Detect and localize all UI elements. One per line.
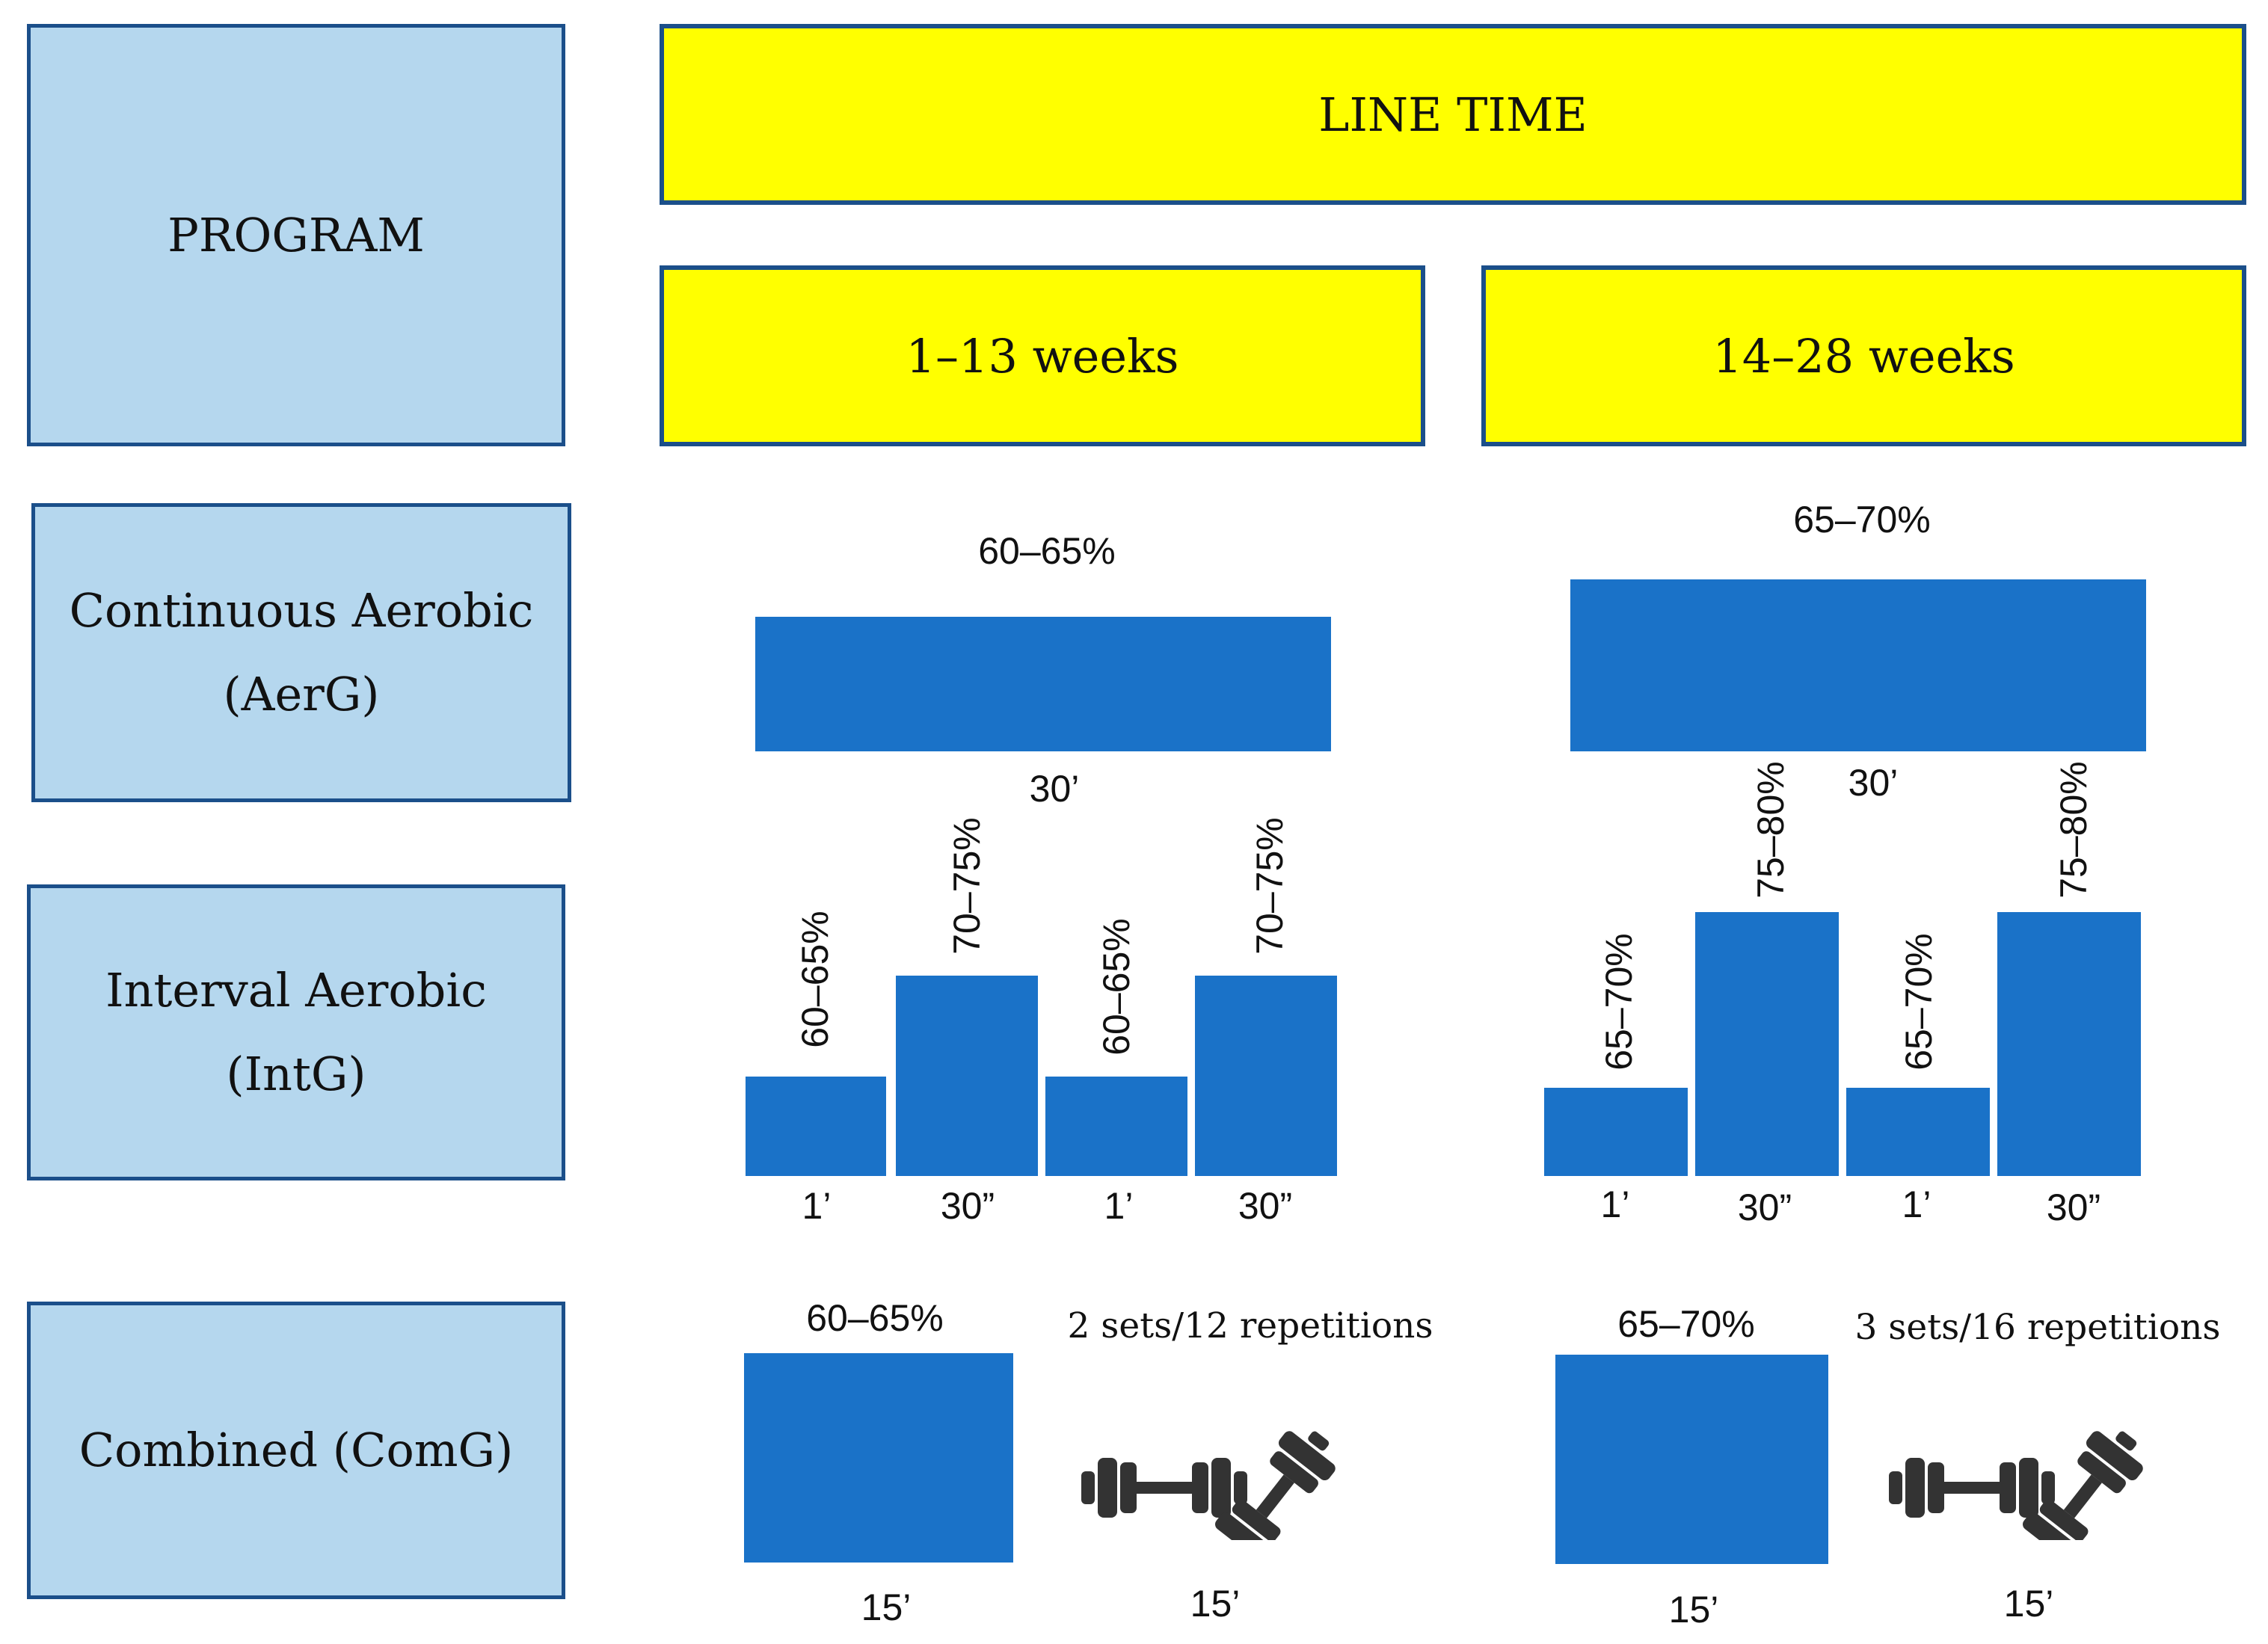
interval-p1-high-duration-1: 30” — [940, 1185, 995, 1227]
dumbbell-icon — [1081, 1431, 1336, 1540]
interval-p1-high-bar-1 — [896, 976, 1038, 1176]
interval-p2-high-bar-1 — [1695, 912, 1839, 1176]
combined-label: Combined (ComG) — [79, 1423, 514, 1478]
line-time-label: LINE TIME — [1318, 87, 1588, 142]
combined-p1-strength-duration: 15’ — [1190, 1583, 1241, 1625]
interval-p1-high-intensity-2: 70–75% — [1249, 817, 1291, 955]
combined-p1-aerobic-duration: 15’ — [861, 1586, 912, 1628]
continuous-p2-intensity: 65–70% — [1793, 499, 1931, 541]
interval-p2-high-intensity-1: 75–80% — [1750, 761, 1792, 899]
interval-p1-high-intensity-1: 70–75% — [946, 817, 988, 955]
combined-p2-strength-duration: 15’ — [2003, 1583, 2054, 1625]
period1-label: 1–13 weeks — [906, 328, 1179, 384]
interval-p1-high-duration-2: 30” — [1238, 1185, 1293, 1227]
interval-p2-high-intensity-2: 75–80% — [2053, 761, 2095, 899]
continuous-p1-duration: 30’ — [1029, 768, 1080, 810]
interval-p2-high-bar-2 — [1997, 912, 2141, 1176]
continuous-label-line2: (AerG) — [223, 667, 380, 721]
row-label-interval: Interval Aerobic (IntG) — [27, 884, 565, 1180]
combined-p2-intensity: 65–70% — [1617, 1303, 1755, 1345]
interval-p1-low-duration-2: 1’ — [1104, 1185, 1134, 1227]
period2-header: 14–28 weeks — [1481, 265, 2246, 446]
combined-p2-aerobic-duration: 15’ — [1668, 1589, 1719, 1631]
combined-p2-strength: 3 sets/16 repetitions — [1854, 1307, 2221, 1348]
interval-p2-high-duration-1: 30” — [1737, 1186, 1792, 1228]
period2-label: 14–28 weeks — [1712, 328, 2015, 384]
row-label-combined: Combined (ComG) — [27, 1302, 565, 1599]
row-label-continuous: Continuous Aerobic (AerG) — [31, 503, 571, 802]
interval-p1-low-intensity-1: 60–65% — [794, 911, 836, 1048]
continuous-label-line1: Continuous Aerobic — [69, 583, 534, 638]
combined-p1-bar — [744, 1353, 1013, 1563]
line-time-header: LINE TIME — [660, 24, 2246, 205]
interval-p2-low-intensity-1: 65–70% — [1598, 933, 1640, 1071]
interval-p1-low-bar-2 — [1045, 1077, 1187, 1176]
period1-header: 1–13 weeks — [660, 265, 1425, 446]
continuous-p2-duration: 30’ — [1848, 762, 1899, 804]
combined-p1-strength: 2 sets/12 repetitions — [1067, 1305, 1433, 1346]
program-label: PROGRAM — [168, 207, 425, 262]
interval-p2-high-duration-2: 30” — [2046, 1186, 2101, 1228]
combined-p2-bar — [1555, 1355, 1828, 1564]
interval-p2-low-duration-1: 1’ — [1600, 1183, 1630, 1225]
program-header: PROGRAM — [27, 24, 565, 446]
combined-p1-intensity: 60–65% — [806, 1297, 944, 1339]
continuous-p1-intensity: 60–65% — [978, 530, 1116, 572]
interval-label-line2: (IntG) — [226, 1047, 366, 1101]
continuous-p1-bar — [755, 617, 1331, 751]
interval-label-line1: Interval Aerobic — [105, 963, 487, 1018]
dumbbell-icon — [1889, 1431, 2143, 1540]
interval-p2-low-duration-2: 1’ — [1902, 1183, 1932, 1225]
interval-p1-low-bar-1 — [746, 1077, 886, 1176]
interval-p2-low-intensity-2: 65–70% — [1898, 933, 1940, 1071]
interval-p2-low-bar-1 — [1544, 1088, 1688, 1176]
continuous-p2-bar — [1570, 579, 2146, 751]
interval-p1-low-intensity-2: 60–65% — [1095, 918, 1137, 1056]
interval-p2-low-bar-2 — [1846, 1088, 1990, 1176]
interval-p1-low-duration-1: 1’ — [802, 1185, 832, 1227]
interval-p1-high-bar-2 — [1195, 976, 1337, 1176]
